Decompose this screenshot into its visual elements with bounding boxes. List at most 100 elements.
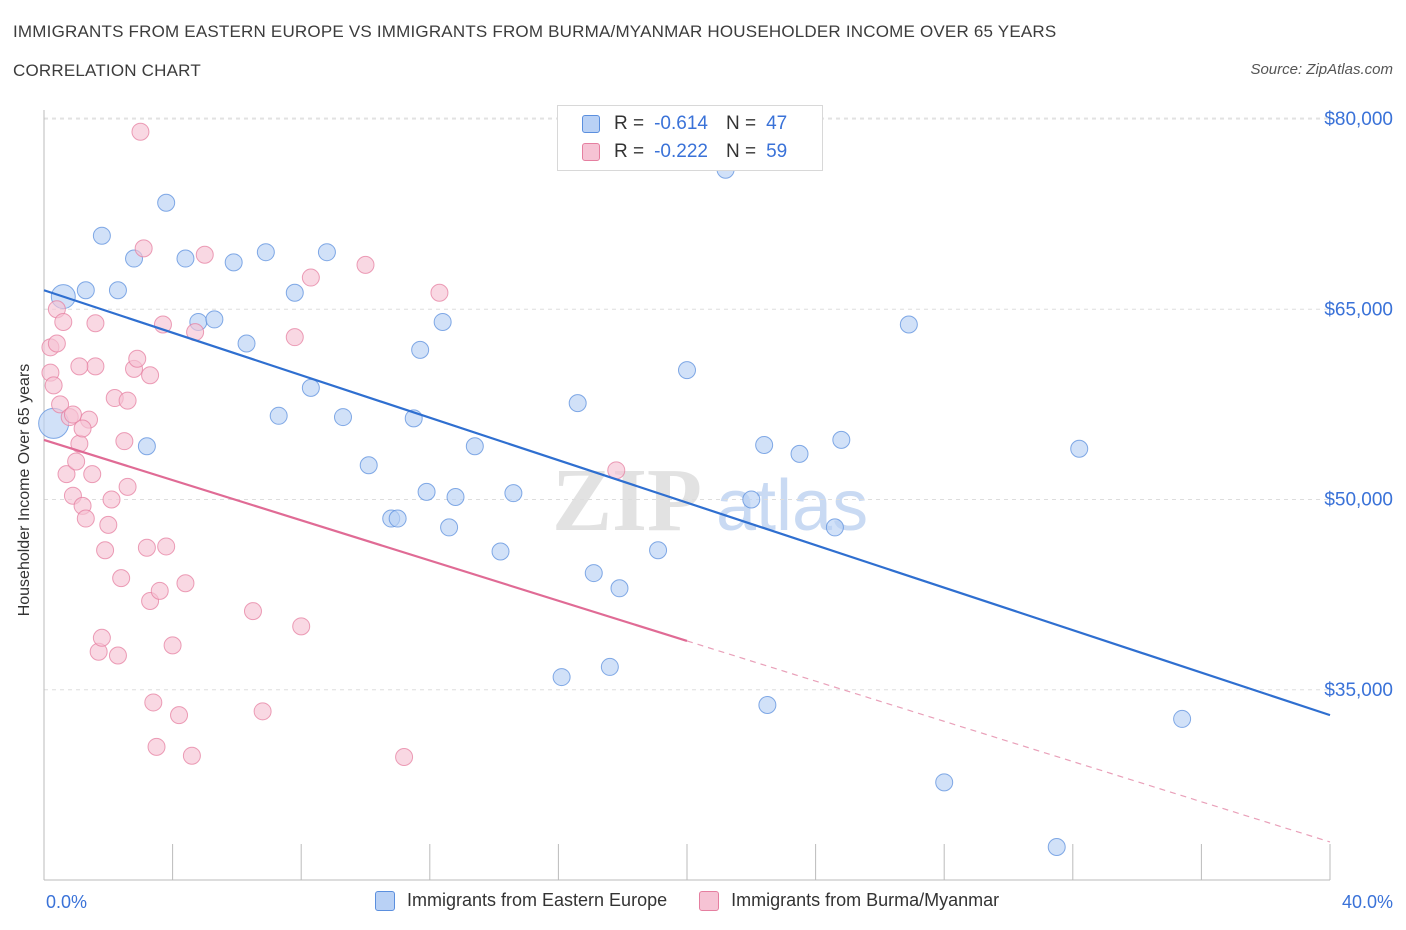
point-burma [176, 574, 195, 593]
point-burma [73, 419, 92, 438]
point-burma [195, 245, 214, 264]
legend-r-label: R = [614, 141, 645, 162]
point-eastern-europe [417, 482, 436, 501]
x-tick-label-max: 40.0% [1342, 892, 1393, 912]
legend-r-label: R = [614, 113, 645, 134]
legend-n-label: N = [725, 113, 757, 134]
point-eastern-europe [935, 773, 954, 792]
point-burma [157, 537, 176, 556]
point-eastern-europe [205, 310, 224, 329]
point-burma [83, 465, 102, 484]
point-burma [70, 357, 89, 376]
point-eastern-europe [446, 487, 465, 506]
legend-swatch-burma [582, 143, 600, 161]
legend-r-value: -0.222 [654, 141, 708, 162]
point-burma [253, 702, 272, 721]
trendline-burma [43, 438, 688, 642]
point-burma [144, 693, 163, 712]
chart-title: IMMIGRANTS FROM EASTERN EUROPE VS IMMIGR… [13, 22, 1057, 41]
point-eastern-europe [176, 249, 195, 268]
point-eastern-europe [899, 315, 918, 334]
point-burma [141, 366, 160, 385]
y-tick-label: $35,000 [1324, 680, 1393, 701]
point-eastern-europe [224, 253, 243, 272]
point-eastern-europe [269, 406, 288, 425]
point-burma [301, 268, 320, 287]
point-eastern-europe [285, 283, 304, 302]
point-burma [285, 328, 304, 347]
legend-label-eastern-europe: Immigrants from Eastern Europe [407, 890, 668, 910]
point-burma [292, 617, 311, 636]
point-burma [134, 239, 153, 258]
point-eastern-europe [584, 564, 603, 583]
point-burma [57, 465, 76, 484]
point-burma [54, 312, 73, 331]
point-burma [47, 334, 66, 353]
legend-swatch-burma [699, 890, 720, 911]
point-burma [395, 747, 414, 766]
point-eastern-europe [108, 281, 127, 300]
legend-n-label: N = [725, 141, 757, 162]
x-tick-label-min: 0.0% [46, 892, 87, 912]
point-burma [118, 477, 137, 496]
legend-swatch-eastern-europe [375, 890, 395, 911]
legend-item-eastern-europe: Immigrants from Eastern Europe [375, 890, 667, 911]
point-burma [147, 737, 166, 756]
point-burma [163, 636, 182, 655]
y-tick-label: $80,000 [1324, 109, 1393, 130]
point-burma [118, 391, 137, 410]
point-eastern-europe [600, 657, 619, 676]
point-eastern-europe [137, 437, 156, 456]
point-eastern-europe [678, 361, 696, 380]
point-burma [96, 541, 115, 560]
point-eastern-europe [301, 378, 320, 397]
point-eastern-europe [237, 334, 256, 353]
watermark-atlas: atlas [716, 466, 868, 546]
legend-n-value: 59 [766, 141, 788, 162]
point-burma [356, 255, 375, 274]
point-eastern-europe [491, 542, 510, 561]
point-eastern-europe [359, 456, 378, 475]
point-eastern-europe [504, 484, 523, 503]
point-eastern-europe [1173, 709, 1192, 728]
point-eastern-europe [825, 518, 844, 537]
point-burma [137, 538, 156, 557]
point-burma [63, 405, 82, 424]
legend-swatch-eastern-europe [582, 115, 600, 133]
legend-label-burma: Immigrants from Burma/Myanmar [731, 890, 1000, 910]
point-eastern-europe [317, 243, 336, 262]
point-burma [243, 602, 262, 621]
point-eastern-europe [465, 437, 484, 456]
point-eastern-europe [610, 579, 629, 598]
legend-row-burma: R = -0.222 N = 59 [582, 141, 787, 163]
point-eastern-europe [568, 394, 587, 413]
point-eastern-europe [758, 695, 777, 714]
point-eastern-europe [755, 435, 774, 454]
point-burma [430, 283, 449, 302]
point-burma [108, 646, 127, 665]
point-eastern-europe [742, 490, 761, 509]
point-burma [44, 376, 63, 395]
point-eastern-europe [333, 408, 352, 427]
trendline-eastern-europe [43, 289, 1331, 717]
point-burma [76, 509, 95, 528]
point-burma [128, 349, 147, 368]
point-eastern-europe [832, 430, 851, 449]
chart-subtitle: CORRELATION CHART [13, 61, 201, 80]
point-burma [86, 357, 105, 376]
legend-item-burma: Immigrants from Burma/Myanmar [699, 890, 999, 911]
legend-row-eastern-europe: R = -0.614 N = 47 [582, 113, 787, 135]
point-burma [131, 122, 150, 141]
legend-n-value: 47 [766, 113, 788, 134]
point-burma [67, 452, 86, 471]
point-burma [115, 432, 134, 451]
correlation-legend: R = -0.614 N = 47 R = -0.222 N = 59 [557, 105, 823, 171]
y-axis-title: Householder Income Over 65 years [16, 363, 33, 617]
point-burma [170, 706, 189, 725]
point-eastern-europe [552, 668, 571, 687]
point-burma [182, 746, 201, 765]
point-eastern-europe [790, 444, 809, 463]
point-eastern-europe [388, 509, 407, 528]
y-axis-title-wrap: Householder Income Over 65 years [10, 100, 40, 880]
